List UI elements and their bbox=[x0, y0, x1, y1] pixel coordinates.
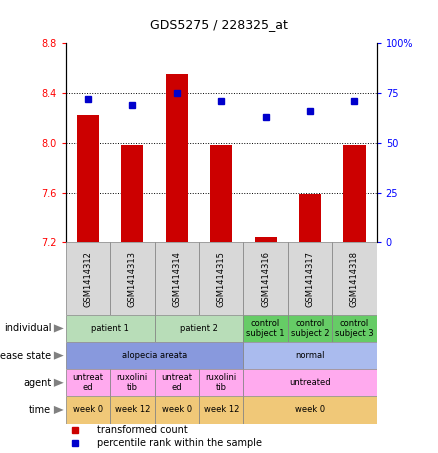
Bar bbox=[244, 342, 377, 369]
Text: week 0: week 0 bbox=[295, 405, 325, 414]
Bar bbox=[343, 145, 366, 242]
Bar bbox=[244, 242, 288, 315]
Bar bbox=[66, 315, 155, 342]
Bar bbox=[332, 242, 377, 315]
Text: GSM1414313: GSM1414313 bbox=[128, 251, 137, 307]
Polygon shape bbox=[54, 324, 64, 333]
Bar bbox=[332, 315, 377, 342]
Polygon shape bbox=[54, 352, 64, 360]
Bar bbox=[110, 396, 155, 424]
Text: ruxolini
tib: ruxolini tib bbox=[205, 373, 237, 392]
Text: week 0: week 0 bbox=[162, 405, 192, 414]
Text: patient 2: patient 2 bbox=[180, 324, 218, 333]
Text: time: time bbox=[29, 405, 51, 415]
Bar bbox=[244, 315, 288, 342]
Text: GSM1414312: GSM1414312 bbox=[83, 251, 92, 307]
Text: disease state: disease state bbox=[0, 351, 51, 361]
Text: individual: individual bbox=[4, 323, 51, 333]
Text: percentile rank within the sample: percentile rank within the sample bbox=[97, 439, 262, 448]
Bar bbox=[110, 242, 155, 315]
Text: control
subject 1: control subject 1 bbox=[246, 319, 285, 338]
Text: GSM1414315: GSM1414315 bbox=[217, 251, 226, 307]
Bar bbox=[66, 242, 110, 315]
Text: transformed count: transformed count bbox=[97, 425, 187, 435]
Polygon shape bbox=[54, 406, 64, 414]
Text: week 12: week 12 bbox=[115, 405, 150, 414]
Text: GSM1414316: GSM1414316 bbox=[261, 251, 270, 307]
Text: patient 1: patient 1 bbox=[91, 324, 129, 333]
Text: GSM1414317: GSM1414317 bbox=[306, 251, 314, 307]
Text: week 12: week 12 bbox=[204, 405, 239, 414]
Bar bbox=[199, 369, 244, 396]
Text: alopecia areata: alopecia areata bbox=[122, 351, 187, 360]
Bar bbox=[166, 74, 188, 242]
Text: control
subject 2: control subject 2 bbox=[291, 319, 329, 338]
Bar bbox=[155, 369, 199, 396]
Text: untreat
ed: untreat ed bbox=[161, 373, 192, 392]
Bar bbox=[199, 242, 244, 315]
Bar bbox=[299, 194, 321, 242]
Bar bbox=[66, 396, 110, 424]
Text: ruxolini
tib: ruxolini tib bbox=[117, 373, 148, 392]
Text: control
subject 3: control subject 3 bbox=[335, 319, 374, 338]
Polygon shape bbox=[54, 379, 64, 387]
Bar bbox=[288, 242, 332, 315]
Bar bbox=[155, 396, 199, 424]
Text: GDS5275 / 228325_at: GDS5275 / 228325_at bbox=[150, 18, 288, 31]
Text: normal: normal bbox=[295, 351, 325, 360]
Bar bbox=[244, 369, 377, 396]
Bar bbox=[288, 315, 332, 342]
Text: untreat
ed: untreat ed bbox=[72, 373, 103, 392]
Text: week 0: week 0 bbox=[73, 405, 103, 414]
Bar bbox=[254, 237, 277, 242]
Bar bbox=[121, 145, 143, 242]
Bar bbox=[66, 369, 110, 396]
Text: untreated: untreated bbox=[289, 378, 331, 387]
Text: GSM1414314: GSM1414314 bbox=[172, 251, 181, 307]
Bar bbox=[199, 396, 244, 424]
Bar bbox=[77, 115, 99, 242]
Text: GSM1414318: GSM1414318 bbox=[350, 251, 359, 307]
Bar bbox=[210, 145, 232, 242]
Bar bbox=[244, 396, 377, 424]
Bar bbox=[155, 315, 244, 342]
Bar bbox=[110, 369, 155, 396]
Text: agent: agent bbox=[23, 378, 51, 388]
Bar bbox=[155, 242, 199, 315]
Bar bbox=[66, 342, 244, 369]
